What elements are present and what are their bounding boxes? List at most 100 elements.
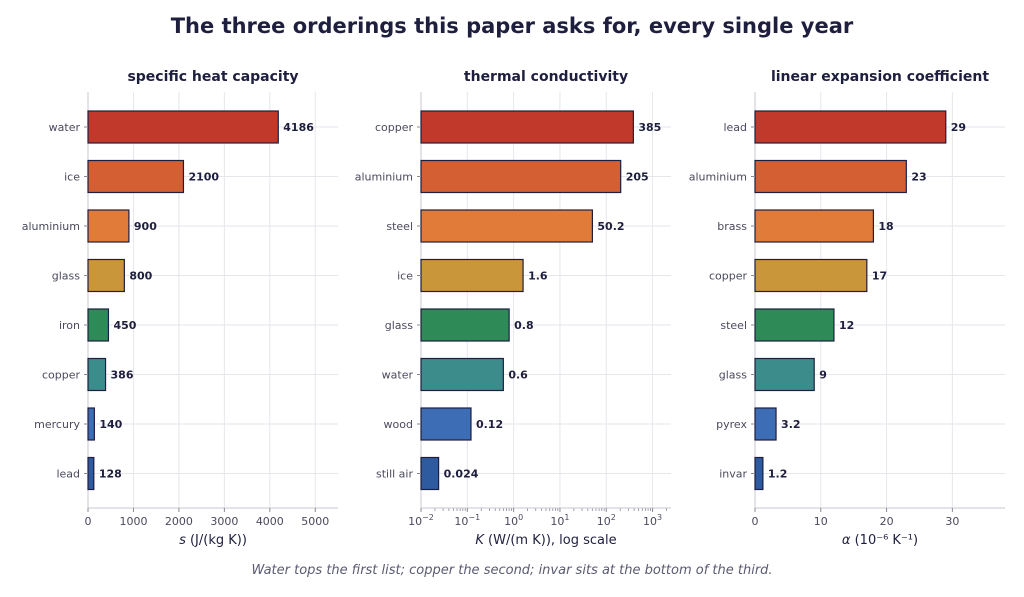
x-tick-label: 0 [85, 515, 92, 528]
panel-title: specific heat capacity [127, 69, 298, 85]
value-label: 17 [872, 270, 887, 283]
value-label: 2100 [188, 171, 219, 184]
value-label: 9 [819, 369, 827, 382]
bar-steel [420, 209, 593, 243]
x-axis-symbol: α [842, 533, 851, 548]
x-tick-label: 20 [880, 515, 894, 528]
x-tick-label: 10 [814, 515, 828, 528]
category-label: water [382, 369, 414, 382]
bar-invar [754, 456, 764, 491]
value-label: 23 [911, 171, 926, 184]
value-label: 386 [111, 369, 134, 382]
x-axis-symbol: s [179, 533, 186, 548]
figure-title: The three orderings this paper asks for,… [170, 14, 854, 38]
bar-glass [754, 357, 815, 392]
value-label: 0.8 [514, 319, 534, 332]
bar-water [87, 110, 279, 144]
bar-water [420, 357, 504, 392]
x-tick-label: 10−2 [408, 513, 434, 528]
category-label: glass [385, 319, 414, 332]
category-label: brass [717, 220, 747, 233]
x-axis-symbol: K [475, 533, 485, 548]
x-tick-label: 0 [752, 515, 759, 528]
bar-wood [420, 407, 472, 441]
bar-aluminium [754, 159, 907, 194]
value-label: 128 [99, 468, 122, 481]
category-label: copper [375, 121, 414, 134]
category-label: copper [709, 270, 748, 283]
category-label: lead [723, 121, 747, 134]
x-tick-label: 100 [504, 513, 523, 528]
panel-title: linear expansion coefficient [771, 69, 989, 85]
bar-iron [87, 308, 110, 342]
figure-caption: Water tops the first list; copper the se… [251, 563, 773, 578]
category-label: iron [59, 319, 80, 332]
x-axis-unit: (W/(m K)), log scale [484, 533, 617, 548]
x-axis-label: α (10⁻⁶ K⁻¹) [842, 533, 918, 548]
category-label: ice [397, 270, 413, 283]
x-axis-unit: (J/(kg K)) [186, 533, 247, 548]
category-label: aluminium [689, 171, 747, 184]
category-label: ice [64, 171, 80, 184]
category-label: pyrex [716, 418, 747, 431]
value-label: 3.2 [781, 418, 801, 431]
category-label: glass [719, 369, 748, 382]
x-tick-label: 4000 [256, 515, 284, 528]
x-tick-label: 102 [597, 513, 616, 528]
x-axis-label: s (J/(kg K)) [179, 533, 247, 548]
value-label: 900 [134, 220, 157, 233]
bar-copper [754, 258, 868, 293]
tick-exponent: 2 [611, 513, 616, 522]
category-label: invar [719, 468, 747, 481]
bar-steel [754, 308, 835, 342]
x-tick-label: 2000 [165, 515, 193, 528]
category-label: copper [42, 369, 81, 382]
value-label: 12 [839, 319, 854, 332]
x-tick-label: 5000 [301, 515, 329, 528]
category-label: water [49, 121, 81, 134]
value-label: 4186 [283, 121, 314, 134]
value-label: 450 [113, 319, 136, 332]
tick-exponent: −1 [468, 513, 480, 522]
x-tick-label: 3000 [210, 515, 238, 528]
panel-1: specific heat capacity water 4186 ice 2100 al… [22, 69, 338, 548]
value-label: 800 [129, 270, 152, 283]
bar-aluminium [420, 159, 622, 194]
value-label: 1.6 [528, 270, 548, 283]
x-tick-label: 1000 [119, 515, 147, 528]
value-label: 50.2 [597, 220, 624, 233]
bar-ice [87, 159, 185, 194]
value-label: 0.6 [508, 369, 528, 382]
value-label: 29 [951, 121, 966, 134]
value-label: 140 [99, 418, 122, 431]
tick-exponent: 0 [518, 513, 523, 522]
bar-lead [87, 456, 95, 491]
bar-brass [754, 209, 875, 243]
value-label: 18 [878, 220, 893, 233]
bar-aluminium [87, 209, 130, 243]
bar-ice [420, 258, 524, 293]
panel-3: linear expansion coefficient lead 29 alumin… [689, 69, 1005, 548]
category-label: steel [720, 319, 747, 332]
bar-copper [87, 357, 107, 392]
bar-glass [420, 308, 510, 342]
category-label: aluminium [22, 220, 80, 233]
value-label: 205 [626, 171, 649, 184]
category-label: mercury [34, 418, 80, 431]
value-label: 385 [638, 121, 661, 134]
panel-title: thermal conductivity [464, 69, 628, 85]
x-tick-label: 10−1 [454, 513, 480, 528]
x-tick-label: 30 [945, 515, 959, 528]
bar-lead [754, 110, 947, 144]
x-axis-label: K (W/(m K)), log scale [475, 533, 616, 548]
category-label: steel [386, 220, 413, 233]
value-label: 0.12 [476, 418, 503, 431]
tick-exponent: 1 [564, 513, 569, 522]
category-label: aluminium [355, 171, 413, 184]
value-label: 1.2 [768, 468, 788, 481]
x-tick-label: 103 [643, 513, 662, 528]
category-label: still air [376, 468, 414, 481]
bar-mercury [87, 407, 95, 441]
bar-pyrex [754, 407, 777, 441]
